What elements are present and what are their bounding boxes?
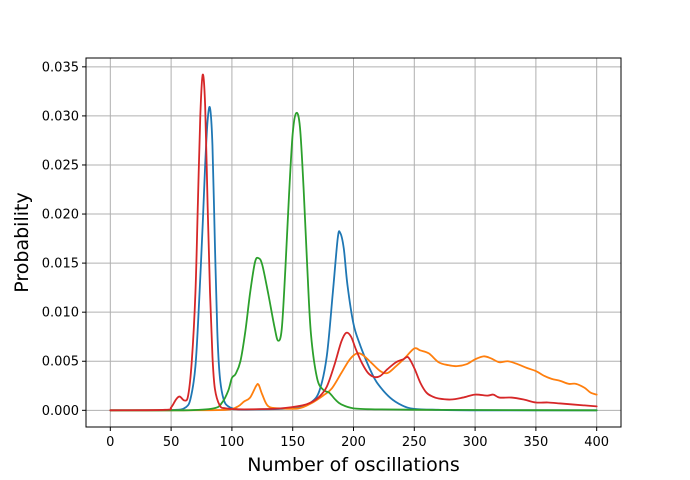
x-tick-label: 400 [584, 435, 609, 450]
x-tick-label: 0 [106, 435, 114, 450]
y-axis-label: Probability [11, 192, 33, 292]
x-axis-label: Number of oscillations [247, 454, 459, 476]
x-tick-label: 100 [219, 435, 244, 450]
series-line-4 [109, 73, 598, 412]
y-tick-label: 0.035 [42, 60, 79, 75]
grid-lines [86, 58, 621, 427]
x-tick-label: 350 [523, 435, 548, 450]
y-tick-label: 0.020 [42, 208, 79, 223]
y-tick-label: 0.025 [42, 158, 79, 173]
y-tick-label: 0.000 [42, 404, 79, 419]
y-tick-label: 0.015 [42, 257, 79, 272]
y-tick-label: 0.030 [42, 109, 79, 124]
series-lines [109, 73, 598, 412]
y-tick-label: 0.010 [42, 306, 79, 321]
x-tick-label: 200 [341, 435, 366, 450]
x-tick-label: 250 [402, 435, 427, 450]
series-line-3 [109, 111, 598, 412]
y-tick-label: 0.005 [42, 355, 79, 370]
x-tick-label: 300 [463, 435, 488, 450]
x-tick-label: 150 [280, 435, 305, 450]
x-tick-label: 50 [163, 435, 180, 450]
axis-ticks: 0 50 100 150 200 250 300 350 400 0.000 0.005 0.010 0… [42, 60, 609, 450]
